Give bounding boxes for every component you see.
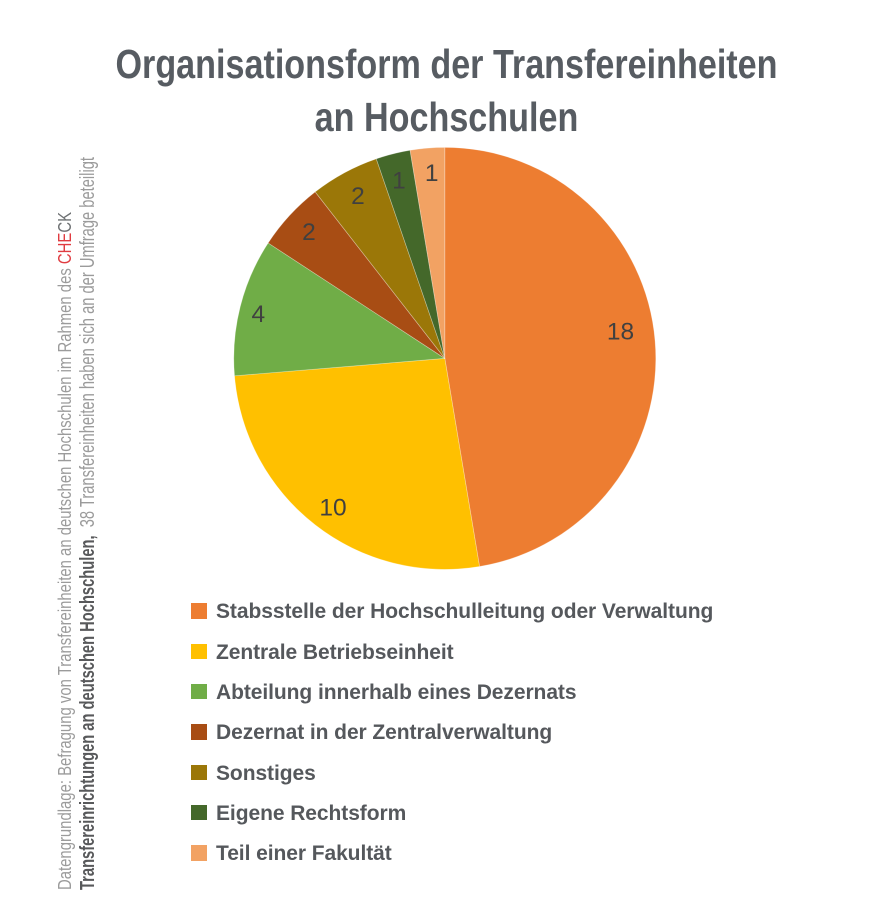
svg-text:4: 4 bbox=[251, 301, 265, 328]
svg-text:2: 2 bbox=[351, 183, 365, 210]
svg-text:1: 1 bbox=[392, 168, 406, 195]
svg-text:1: 1 bbox=[425, 160, 439, 187]
svg-text:10: 10 bbox=[319, 495, 346, 522]
svg-text:18: 18 bbox=[607, 319, 634, 346]
svg-text:2: 2 bbox=[302, 219, 316, 246]
